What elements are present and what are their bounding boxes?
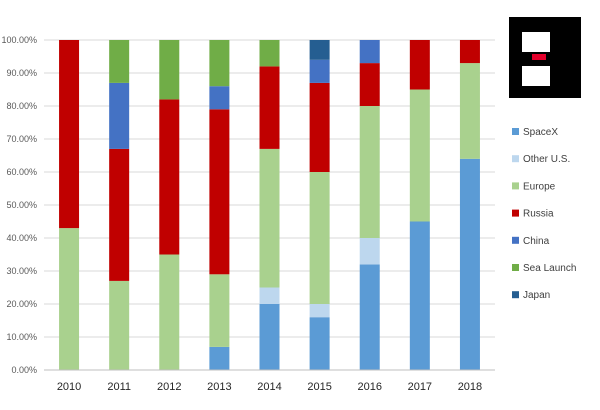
bar-segment-russia-2011 [109, 148, 130, 281]
bar-segment-japan-2015 [309, 40, 330, 60]
legend-swatch [512, 155, 519, 163]
bar-segment-europe-2015 [309, 172, 330, 304]
y-tick-label: 50.00% [6, 200, 37, 210]
legend-swatch [512, 209, 519, 217]
bar-segment-spacex-2018 [459, 158, 480, 370]
x-tick-label: 2011 [107, 381, 131, 393]
bar-segment-europe-2013 [209, 274, 230, 347]
bar-segment-europe-2014 [259, 148, 280, 288]
bar-segment-spacex-2013 [209, 346, 230, 370]
legend-label: Other U.S. [523, 154, 570, 165]
y-tick-label: 30.00% [6, 266, 37, 276]
bar-segment-other-u-s-2016 [359, 238, 380, 265]
logo-icon [509, 17, 581, 98]
legend-label: China [523, 236, 550, 247]
bar-segment-sea-launch-2011 [109, 40, 130, 83]
y-tick-label: 40.00% [6, 233, 37, 243]
bar-segment-china-2015 [309, 59, 330, 83]
bar-segment-europe-2012 [159, 254, 180, 370]
y-tick-label: 60.00% [6, 167, 37, 177]
bar-segment-russia-2017 [409, 40, 430, 90]
legend-label: Europe [523, 181, 556, 192]
x-tick-label: 2016 [357, 381, 381, 393]
y-tick-label: 100.00% [1, 35, 37, 45]
bar-segment-russia-2012 [159, 99, 180, 255]
bar-segment-europe-2018 [459, 63, 480, 159]
bar-segment-europe-2010 [59, 228, 80, 370]
bar-segment-spacex-2016 [359, 264, 380, 370]
x-tick-label: 2013 [207, 381, 231, 393]
bar-segment-china-2011 [109, 82, 130, 149]
bars [59, 40, 480, 370]
bar-segment-russia-2016 [359, 63, 380, 106]
axes: 0.00% 10.00% 20.00% 30.00% 40.00% 50.00% 60.00… [1, 35, 495, 393]
legend: SpaceX Other U.S. Europe Russia China Sea Lau… [512, 127, 576, 301]
bar-segment-other-u-s-2015 [309, 304, 330, 318]
bar-segment-russia-2018 [459, 40, 480, 64]
bar-segment-other-u-s-2014 [259, 287, 280, 304]
legend-label: Sea Launch [523, 263, 576, 274]
x-tick-label: 2018 [458, 381, 482, 393]
bar-segment-china-2013 [209, 86, 230, 110]
y-tick-label: 80.00% [6, 101, 37, 111]
legend-label: Russia [523, 209, 554, 220]
bar-segment-spacex-2014 [259, 304, 280, 370]
legend-label: Japan [523, 290, 550, 301]
y-tick-label: 0.00% [11, 365, 37, 375]
bar-segment-china-2016 [359, 40, 380, 64]
x-tick-label: 2012 [157, 381, 181, 393]
bar-segment-spacex-2017 [409, 221, 430, 370]
bar-segment-europe-2017 [409, 89, 430, 222]
legend-swatch [512, 291, 519, 299]
legend-label: SpaceX [523, 127, 558, 138]
x-tick-label: 2014 [257, 381, 281, 393]
y-tick-label: 20.00% [6, 299, 37, 309]
legend-swatch [512, 128, 519, 135]
y-tick-label: 70.00% [6, 134, 37, 144]
bar-segment-sea-launch-2012 [159, 40, 180, 100]
legend-swatch [512, 264, 519, 271]
x-tick-label: 2017 [408, 381, 432, 393]
x-tick-label: 2010 [57, 381, 81, 393]
legend-swatch [512, 236, 519, 244]
bar-segment-russia-2013 [209, 109, 230, 275]
bar-segment-sea-launch-2014 [259, 40, 280, 67]
legend-swatch [512, 182, 519, 190]
bar-segment-europe-2016 [359, 106, 380, 238]
bar-segment-russia-2014 [259, 66, 280, 149]
bar-segment-russia-2010 [59, 40, 80, 229]
bar-segment-russia-2015 [309, 82, 330, 172]
x-tick-label: 2015 [307, 381, 331, 393]
bar-segment-europe-2011 [109, 280, 130, 370]
y-tick-label: 90.00% [6, 68, 37, 78]
bar-segment-spacex-2015 [309, 317, 330, 370]
bar-segment-sea-launch-2013 [209, 40, 230, 87]
y-tick-label: 10.00% [6, 332, 37, 342]
